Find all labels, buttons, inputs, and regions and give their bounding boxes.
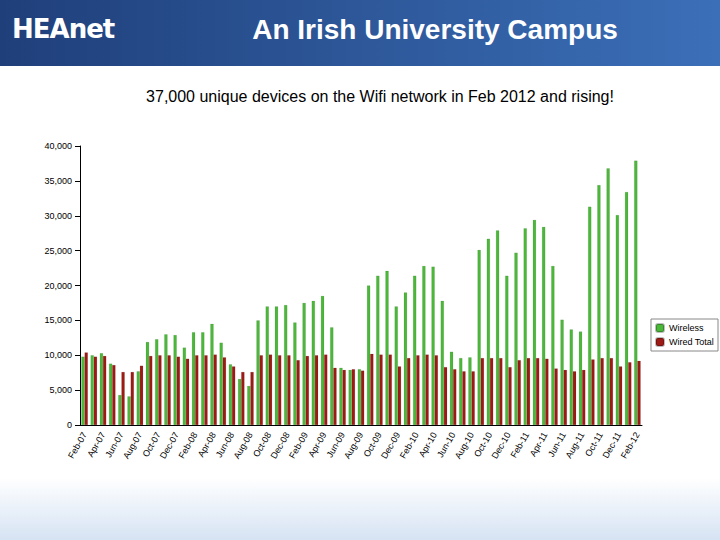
svg-text:Wireless: Wireless <box>669 323 704 333</box>
svg-text:Feb-12: Feb-12 <box>619 430 642 460</box>
svg-text:Feb-07: Feb-07 <box>66 430 89 460</box>
svg-text:Oct-09: Oct-09 <box>361 430 384 459</box>
svg-text:Jun-10: Jun-10 <box>435 430 458 460</box>
html-text:An Irish University Campus: An Irish University Campus <box>252 14 618 45</box>
html-text:37,000 unique devices on the W: 37,000 unique devices on the Wifi networ… <box>146 88 614 105</box>
svg-text:Aug-07: Aug-07 <box>121 430 144 460</box>
svg-text:Jun-07: Jun-07 <box>103 430 126 460</box>
svg-text:Dec-08: Dec-08 <box>268 430 292 461</box>
svg-text:Oct-11: Oct-11 <box>583 430 605 459</box>
svg-text:Dec-07: Dec-07 <box>157 430 182 461</box>
svg-text:Apr-10: Apr-10 <box>416 430 439 459</box>
svg-text:35,000: 35,000 <box>44 176 72 186</box>
svg-text:Jun-11: Jun-11 <box>546 430 568 459</box>
svg-text:Feb-09: Feb-09 <box>287 430 310 460</box>
svg-text:Oct-07: Oct-07 <box>140 430 163 459</box>
svg-text:Dec-11: Dec-11 <box>600 430 624 460</box>
svg-text:Apr-07: Apr-07 <box>85 430 108 459</box>
svg-text:Oct-08: Oct-08 <box>251 430 274 459</box>
svg-text:0: 0 <box>67 420 72 430</box>
svg-text:Apr-08: Apr-08 <box>195 430 218 459</box>
svg-text:Jun-09: Jun-09 <box>324 430 347 460</box>
html-text:HEAnet: HEAnet <box>12 14 115 44</box>
svg-text:Dec-09: Dec-09 <box>379 430 403 461</box>
svg-text:Dec-10: Dec-10 <box>489 430 513 461</box>
svg-text:40,000: 40,000 <box>44 141 72 151</box>
svg-text:Aug-11: Aug-11 <box>564 430 587 460</box>
svg-text:Apr-09: Apr-09 <box>306 430 329 459</box>
svg-text:30,000: 30,000 <box>44 211 72 221</box>
svg-text:Aug-08: Aug-08 <box>232 430 255 460</box>
svg-text:Aug-09: Aug-09 <box>342 430 365 460</box>
svg-text:Wired Total: Wired Total <box>669 337 714 347</box>
svg-text:Oct-10: Oct-10 <box>472 430 495 459</box>
svg-text:20,000: 20,000 <box>44 281 72 291</box>
svg-text:Feb-11: Feb-11 <box>509 430 532 459</box>
svg-text:15,000: 15,000 <box>44 315 72 325</box>
svg-text:5,000: 5,000 <box>49 385 72 395</box>
svg-text:25,000: 25,000 <box>44 246 72 256</box>
svg-text:Aug-10: Aug-10 <box>453 430 476 460</box>
svg-text:10,000: 10,000 <box>44 350 72 360</box>
svg-text:Jun-08: Jun-08 <box>213 430 237 460</box>
svg-text:Feb-08: Feb-08 <box>177 430 200 460</box>
svg-text:Feb-10: Feb-10 <box>398 430 421 460</box>
svg-text:Apr-11: Apr-11 <box>527 430 550 459</box>
